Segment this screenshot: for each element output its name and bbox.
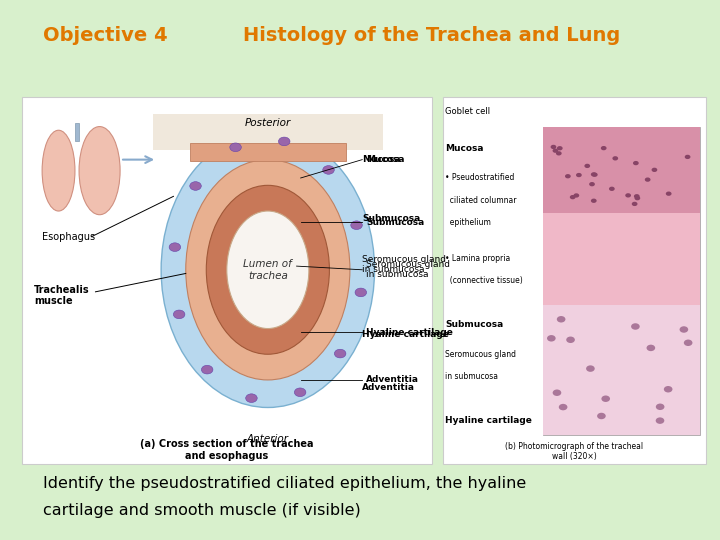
- Circle shape: [652, 168, 657, 172]
- FancyBboxPatch shape: [543, 126, 701, 435]
- Circle shape: [634, 194, 639, 198]
- Text: Submucosa: Submucosa: [366, 218, 425, 227]
- Circle shape: [323, 166, 334, 174]
- Circle shape: [634, 196, 640, 200]
- Text: Mucosa: Mucosa: [366, 155, 405, 164]
- Circle shape: [656, 403, 665, 410]
- Text: in submucosa: in submucosa: [446, 372, 498, 381]
- Text: Submucosa: Submucosa: [362, 214, 420, 223]
- Text: Posterior: Posterior: [245, 118, 291, 128]
- Text: Identify the pseudostratified ciliated epithelium, the hyaline: Identify the pseudostratified ciliated e…: [43, 476, 526, 491]
- Circle shape: [334, 349, 346, 358]
- Text: Hyaline cartilage: Hyaline cartilage: [366, 328, 453, 337]
- Ellipse shape: [161, 132, 374, 408]
- Circle shape: [570, 195, 575, 199]
- Text: Hyaline cartilage: Hyaline cartilage: [362, 329, 449, 339]
- Circle shape: [547, 335, 556, 341]
- Circle shape: [573, 193, 579, 198]
- Ellipse shape: [206, 185, 329, 354]
- Ellipse shape: [227, 211, 309, 328]
- Circle shape: [680, 326, 688, 333]
- Text: epithelium: epithelium: [446, 218, 491, 227]
- Text: Trachealis
muscle: Trachealis muscle: [34, 285, 89, 306]
- Text: Lumen of
trachea: Lumen of trachea: [243, 259, 292, 281]
- Circle shape: [169, 243, 181, 252]
- Circle shape: [625, 193, 631, 198]
- Circle shape: [559, 404, 567, 410]
- Circle shape: [351, 221, 362, 230]
- Text: (b) Photomicrograph of the tracheal
wall (320×): (b) Photomicrograph of the tracheal wall…: [505, 442, 643, 461]
- Text: Submucosa: Submucosa: [446, 320, 504, 329]
- Circle shape: [633, 161, 639, 165]
- Circle shape: [601, 395, 610, 402]
- Text: cartilage and smooth muscle (if visible): cartilage and smooth muscle (if visible): [43, 503, 361, 518]
- Text: • Pseudostratified: • Pseudostratified: [446, 173, 515, 183]
- Text: Seromucous gland: Seromucous gland: [446, 350, 516, 359]
- Text: Esophagus: Esophagus: [42, 232, 95, 242]
- Text: • Lamina propria: • Lamina propria: [446, 254, 510, 264]
- Ellipse shape: [79, 126, 120, 215]
- Circle shape: [279, 137, 290, 146]
- Text: Adventitia: Adventitia: [366, 375, 419, 384]
- Text: Mucosa: Mucosa: [362, 155, 401, 164]
- Text: Anterior: Anterior: [247, 434, 289, 444]
- Circle shape: [645, 178, 651, 182]
- Text: Objective 4: Objective 4: [43, 25, 168, 45]
- FancyBboxPatch shape: [543, 213, 701, 306]
- Circle shape: [553, 389, 562, 396]
- FancyBboxPatch shape: [543, 126, 701, 213]
- Text: ciliated columnar: ciliated columnar: [446, 195, 517, 205]
- Circle shape: [591, 172, 597, 177]
- Circle shape: [592, 172, 598, 177]
- Circle shape: [589, 182, 595, 186]
- Circle shape: [609, 187, 615, 191]
- Circle shape: [557, 316, 565, 322]
- Circle shape: [190, 181, 202, 190]
- Circle shape: [586, 366, 595, 372]
- Circle shape: [174, 310, 185, 319]
- FancyBboxPatch shape: [190, 143, 346, 161]
- FancyBboxPatch shape: [443, 97, 706, 464]
- Circle shape: [666, 192, 672, 196]
- Circle shape: [557, 146, 562, 151]
- Circle shape: [576, 173, 582, 177]
- Circle shape: [664, 386, 672, 393]
- Text: Goblet cell: Goblet cell: [446, 107, 490, 117]
- Ellipse shape: [186, 160, 350, 380]
- Text: (a) Cross section of the trachea
and esophagus: (a) Cross section of the trachea and eso…: [140, 439, 313, 461]
- Circle shape: [565, 174, 571, 178]
- Text: Histology of the Trachea and Lung: Histology of the Trachea and Lung: [243, 25, 621, 45]
- Circle shape: [613, 156, 618, 160]
- Circle shape: [647, 345, 655, 351]
- Circle shape: [202, 366, 213, 374]
- Ellipse shape: [42, 130, 75, 211]
- Text: Seromucous gland
in submucosa: Seromucous gland in submucosa: [362, 254, 446, 274]
- Circle shape: [556, 151, 562, 156]
- Text: Adventitia: Adventitia: [362, 383, 415, 392]
- Circle shape: [684, 340, 693, 346]
- Circle shape: [552, 148, 558, 153]
- Circle shape: [631, 202, 637, 206]
- Circle shape: [551, 145, 557, 149]
- Circle shape: [600, 146, 606, 150]
- Circle shape: [656, 417, 665, 424]
- Circle shape: [585, 164, 590, 168]
- Circle shape: [631, 323, 639, 330]
- FancyBboxPatch shape: [75, 123, 79, 141]
- Text: Mucosa: Mucosa: [446, 144, 484, 153]
- FancyBboxPatch shape: [543, 306, 701, 435]
- Circle shape: [230, 143, 241, 152]
- FancyBboxPatch shape: [153, 114, 383, 151]
- Circle shape: [566, 336, 575, 343]
- FancyBboxPatch shape: [22, 97, 432, 464]
- Text: (connective tissue): (connective tissue): [446, 276, 523, 285]
- Circle shape: [355, 288, 366, 297]
- Circle shape: [591, 199, 597, 203]
- Text: Seromucous gland
in submucosa: Seromucous gland in submucosa: [366, 260, 450, 280]
- Circle shape: [685, 155, 690, 159]
- Circle shape: [294, 388, 306, 396]
- Circle shape: [597, 413, 606, 419]
- Circle shape: [246, 394, 257, 402]
- Text: Hyaline cartilage: Hyaline cartilage: [446, 416, 532, 425]
